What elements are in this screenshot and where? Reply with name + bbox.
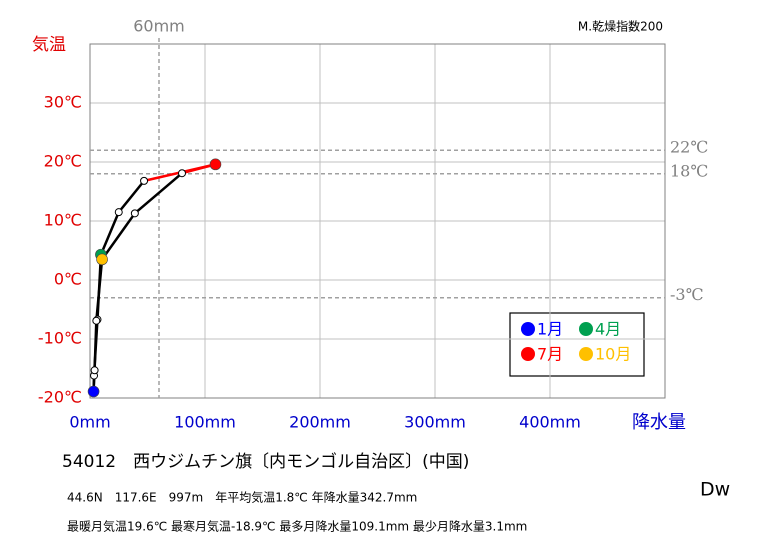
month-point [131, 210, 138, 217]
y-tick-label: 30℃ [44, 93, 82, 112]
x-title: 降水量 [632, 412, 686, 433]
climate-line [95, 321, 97, 371]
ref-vline-label: 60mm [133, 17, 185, 36]
x-tick-label: 400mm [519, 413, 581, 432]
legend-label: 1月 [537, 320, 563, 339]
month-point [91, 367, 98, 374]
station: 54012 西ウジムチン旗〔内モンゴル自治区〕(中国) [62, 451, 469, 472]
legend-swatch [521, 347, 535, 361]
y-tick-label: 10℃ [44, 211, 82, 230]
y-title: 気温 [32, 35, 66, 55]
legend-swatch [521, 322, 535, 336]
climate-line [102, 213, 135, 259]
dryness-label: M.乾燥指数200 [578, 19, 663, 34]
y-tick-label: 0℃ [54, 270, 82, 289]
highlight-point [210, 159, 221, 170]
x-tick-label: 300mm [404, 413, 466, 432]
y-tick-label: -10℃ [38, 329, 82, 348]
x-tick-label: 0mm [69, 413, 110, 432]
x-tick-label: 200mm [289, 413, 351, 432]
ref-hline-label: -3℃ [670, 285, 703, 304]
highlight-point [97, 254, 108, 265]
x-tick-label: 100mm [174, 413, 236, 432]
legend-label: 10月 [595, 345, 631, 364]
info-line: 最暖月気温19.6℃ 最寒月気温-18.9℃ 最多月降水量109.1mm 最少月… [67, 519, 527, 534]
month-point [115, 209, 122, 216]
ref-hline-label: 18℃ [670, 161, 708, 180]
legend-label: 4月 [595, 320, 621, 339]
highlight-point [88, 386, 99, 397]
legend-swatch [579, 347, 593, 361]
y-tick-label: -20℃ [38, 388, 82, 407]
climate-class: Dw [700, 479, 730, 501]
ref-hline-label: 22℃ [670, 138, 708, 157]
month-point [93, 317, 100, 324]
legend-swatch [579, 322, 593, 336]
month-point [179, 170, 186, 177]
legend-label: 7月 [537, 345, 563, 364]
month-point [141, 177, 148, 184]
info-line: 44.6N 117.6E 997m 年平均気温1.8℃ 年降水量342.7mm [67, 490, 417, 505]
y-tick-label: 20℃ [44, 152, 82, 171]
